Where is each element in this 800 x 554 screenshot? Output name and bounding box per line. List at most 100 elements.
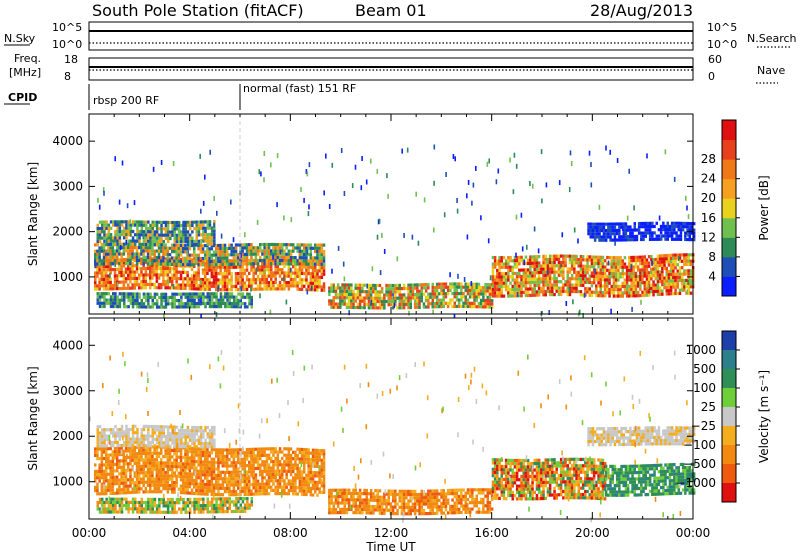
echo-cell — [624, 235, 628, 239]
echo-cell — [134, 295, 137, 299]
echo-cell — [153, 483, 156, 487]
colorbar-segment — [722, 217, 736, 238]
echo-cell — [171, 468, 174, 472]
echo-cell — [107, 242, 111, 246]
echo-cell — [520, 290, 523, 295]
echo-cell — [678, 279, 682, 283]
echo-cell — [206, 268, 209, 272]
echo-cell — [142, 276, 145, 280]
echo-cell — [109, 472, 112, 476]
echo-cell — [433, 295, 437, 299]
echo-cell — [416, 292, 419, 297]
echo-cell — [184, 292, 187, 296]
echo-cell — [672, 276, 675, 280]
echo-cell — [102, 274, 106, 278]
echo-cell — [125, 223, 128, 227]
echo-cell — [160, 266, 163, 271]
echo-cell — [111, 255, 115, 259]
echo-cell — [651, 260, 653, 266]
echo-cell — [617, 268, 620, 273]
echo-cell — [665, 260, 668, 264]
echo-cell — [513, 281, 517, 285]
echo-cell — [687, 269, 690, 273]
echo-cell — [206, 265, 209, 269]
echo-cell — [628, 262, 631, 266]
echo-cell — [644, 221, 647, 225]
echo-cell — [116, 239, 119, 243]
echo-cell — [498, 278, 501, 282]
echo-cell — [496, 262, 499, 266]
echo-cell — [309, 256, 313, 260]
colorbar-segment — [722, 159, 736, 180]
echo-cell — [149, 273, 152, 277]
echo-cell — [223, 259, 227, 263]
echo-cell — [274, 259, 277, 263]
echo-cell — [677, 221, 680, 225]
echo-cell — [522, 268, 525, 272]
echo-cell — [164, 262, 167, 266]
echo-cell — [581, 264, 585, 268]
echo-cell — [553, 286, 556, 290]
echo-cell — [602, 232, 606, 236]
echo-cell — [188, 469, 192, 473]
echo-cell — [206, 263, 209, 267]
echo-cell — [579, 277, 583, 281]
echo-cell — [146, 467, 150, 471]
echo-cell — [592, 281, 596, 285]
echo-cell — [155, 299, 159, 303]
echo-cell — [294, 256, 297, 260]
echo-cell — [633, 234, 636, 239]
echo-cell — [486, 289, 489, 293]
echo-cell — [376, 293, 379, 297]
echo-cell — [217, 480, 220, 484]
echo-cell — [219, 493, 222, 497]
echo-cell — [182, 277, 185, 281]
colorbar-segment — [722, 139, 736, 160]
echo-cell — [151, 477, 154, 481]
echo-cell — [213, 222, 215, 228]
echo-cell — [184, 227, 187, 231]
echo-cell — [385, 293, 388, 297]
echo-cell — [692, 228, 696, 232]
echo-cell — [475, 165, 477, 171]
echo-cell — [484, 305, 487, 309]
echo-cell — [652, 267, 655, 271]
echo-cell — [520, 284, 523, 288]
echo-cell — [193, 466, 196, 470]
echo-cell — [343, 289, 346, 293]
echo-cell — [125, 236, 128, 240]
echo-cell — [630, 259, 633, 263]
echo-cell — [105, 453, 108, 457]
echo-cell — [455, 295, 459, 299]
echo-cell — [621, 281, 624, 285]
echo-cell — [184, 283, 187, 287]
echo-cell — [531, 255, 534, 259]
echo-cell — [614, 268, 618, 273]
echo-cell — [195, 488, 198, 492]
echo-cell — [215, 281, 218, 285]
echo-cell — [206, 460, 209, 464]
echo-cell — [151, 223, 154, 227]
echo-cell — [223, 461, 227, 465]
echo-cell — [195, 242, 198, 247]
echo-cell — [129, 219, 132, 225]
echo-cell — [127, 295, 130, 299]
echo-cell — [336, 296, 340, 300]
echo-cell — [224, 292, 227, 296]
echo-cell — [599, 265, 602, 269]
echo-cell — [171, 286, 174, 290]
echo-cell — [281, 262, 284, 266]
echo-cell — [422, 302, 426, 306]
echo-cell — [151, 236, 154, 240]
echo-cell — [555, 270, 558, 274]
echo-cell — [290, 217, 293, 223]
echo-cell — [193, 260, 196, 264]
echo-cell — [234, 284, 238, 288]
echo-cell — [511, 294, 514, 298]
echo-cell — [120, 220, 124, 224]
echo-cell — [138, 242, 141, 246]
echo-cell — [127, 286, 130, 290]
echo-cell — [515, 278, 519, 282]
echo-cell — [557, 289, 561, 293]
echo-cell — [473, 301, 476, 305]
